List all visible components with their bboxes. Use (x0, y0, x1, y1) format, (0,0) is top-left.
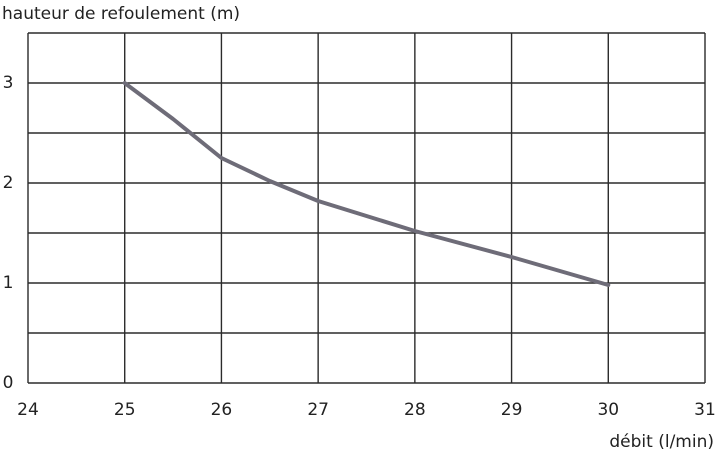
data-line (122, 81, 611, 287)
y-axis-title: hauteur de refoulement (m) (2, 4, 240, 24)
x-axis-title: débit (l/min) (609, 432, 714, 452)
x-tick-label: 31 (694, 400, 716, 420)
x-tick-label: 28 (404, 400, 426, 420)
y-tick-label: 1 (3, 273, 14, 293)
x-tick-label: 26 (211, 400, 233, 420)
y-tick-label: 0 (3, 373, 14, 393)
x-tick-label: 25 (114, 400, 136, 420)
x-tick-label: 30 (597, 400, 619, 420)
y-tick-label: 3 (3, 73, 14, 93)
x-tick-label: 29 (501, 400, 523, 420)
y-tick-label: 2 (3, 173, 14, 193)
x-tick-label: 27 (307, 400, 329, 420)
x-tick-label: 24 (17, 400, 39, 420)
